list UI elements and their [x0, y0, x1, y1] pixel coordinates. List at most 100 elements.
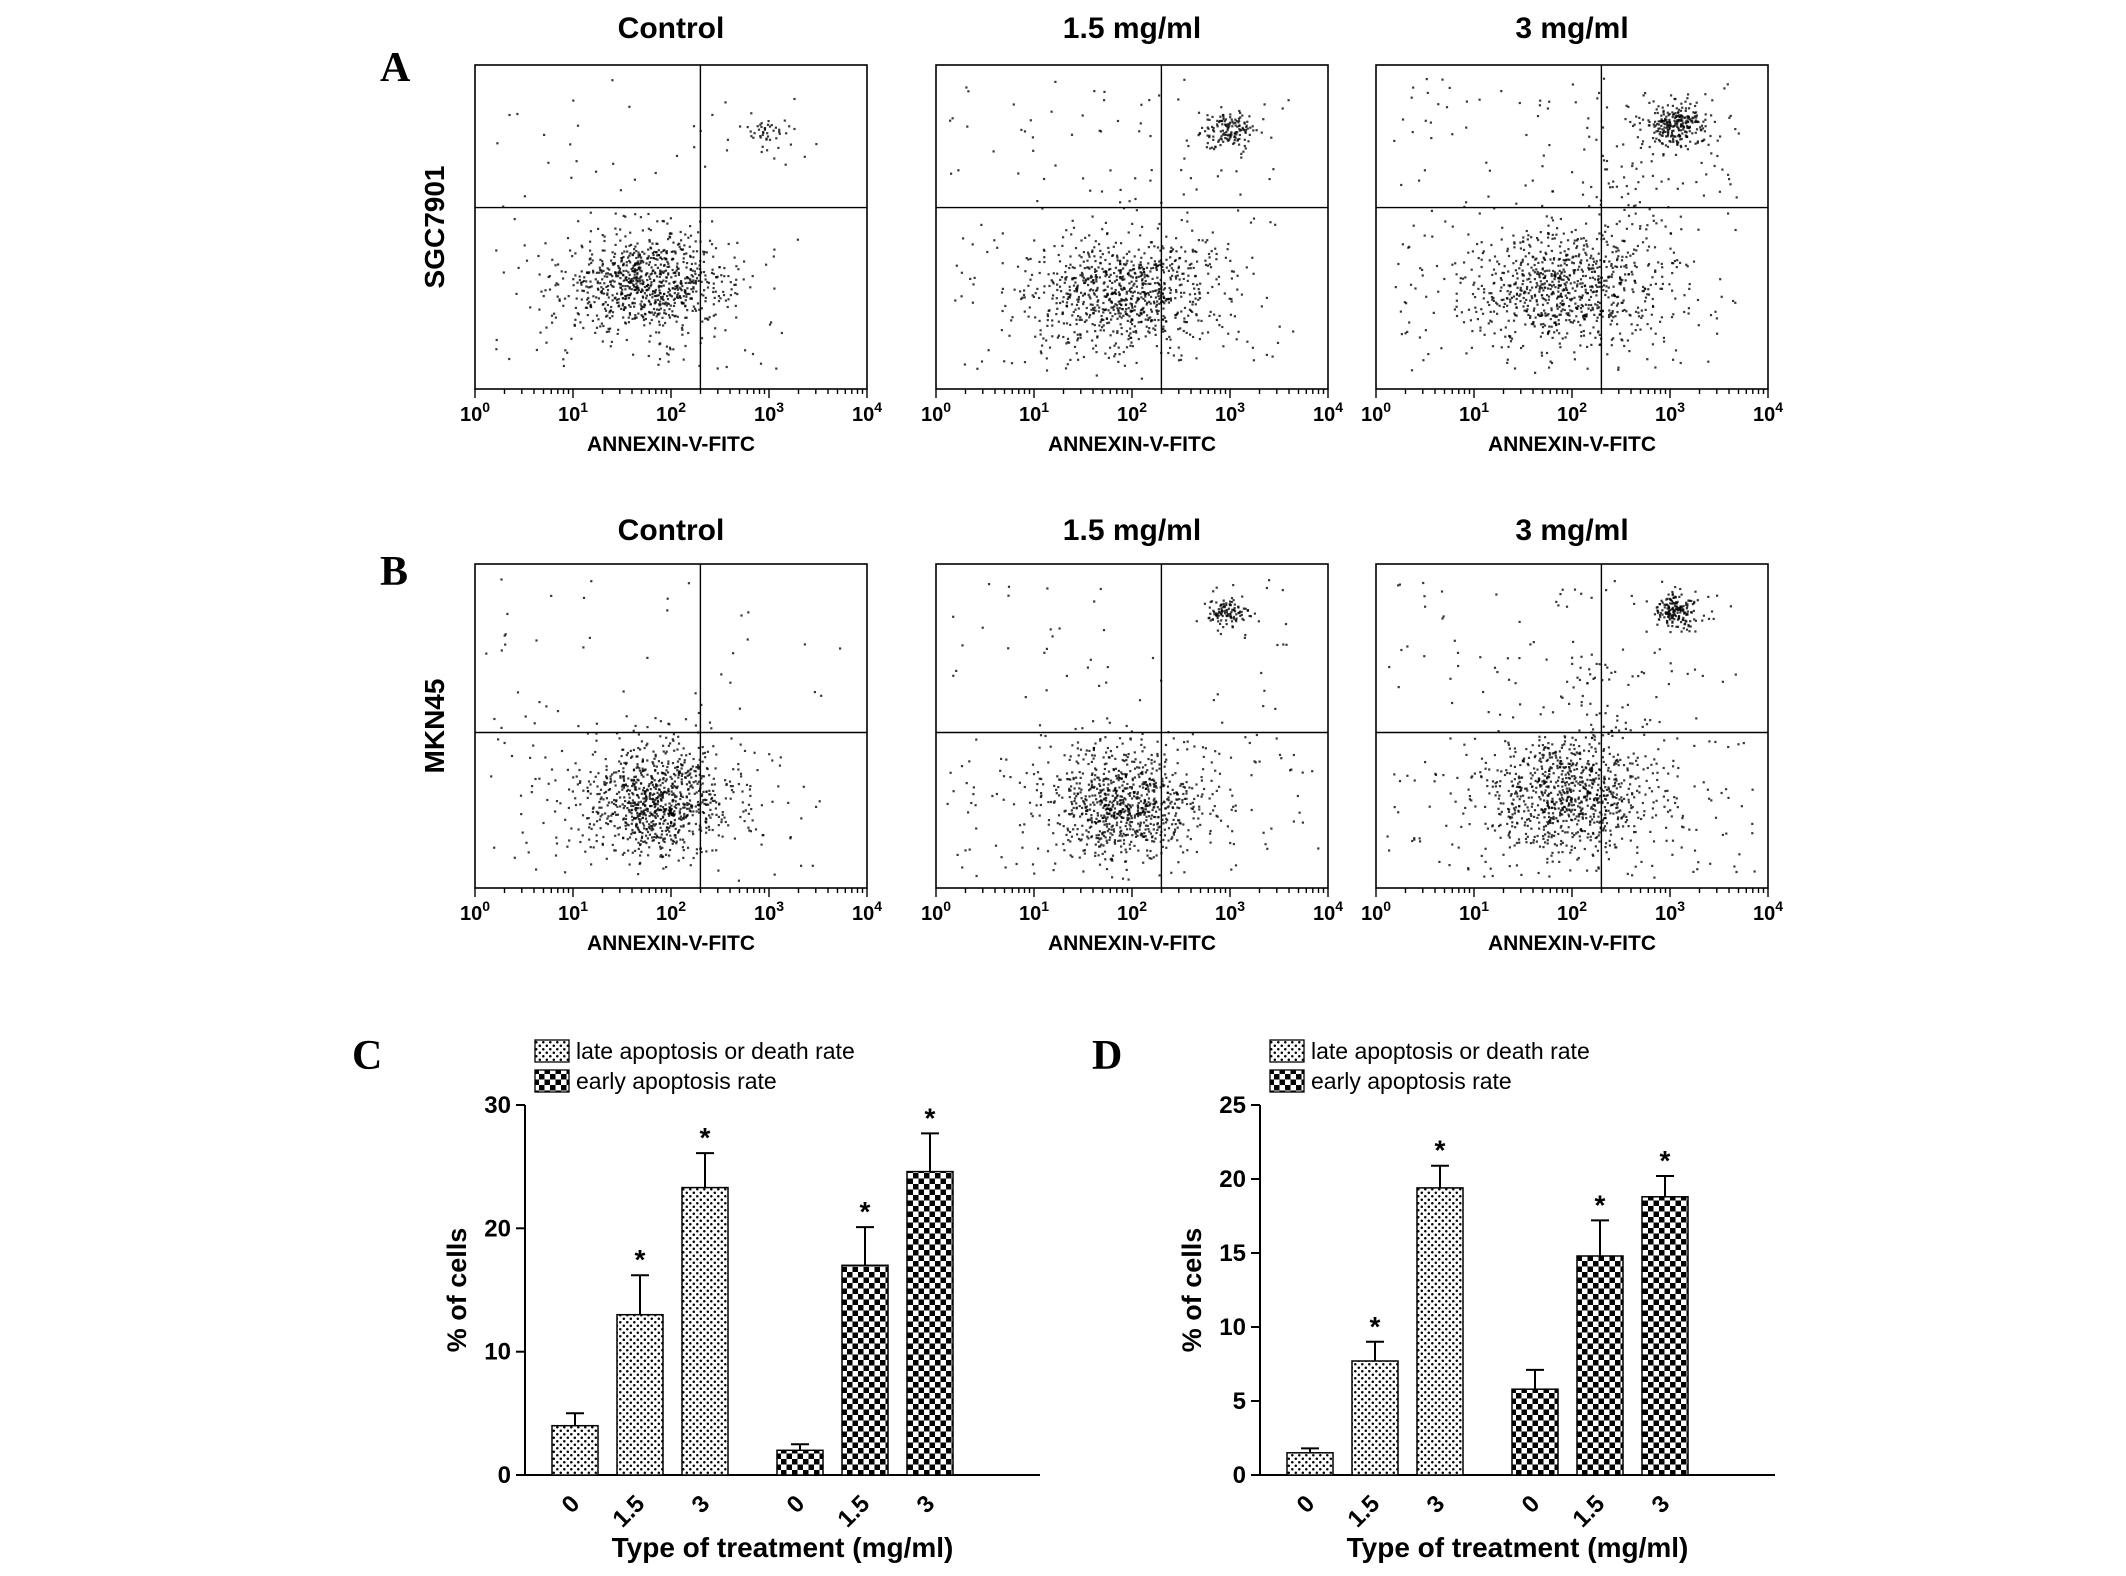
- bar: [681, 1186, 729, 1476]
- x-axis-label: ANNEXIN-V-FITC: [1488, 433, 1656, 456]
- bar-chart-mkn45: late apoptosis or death rate early apopto…: [1175, 1030, 1795, 1570]
- x-axis-label: ANNEXIN-V-FITC: [1048, 433, 1216, 456]
- plot-frame: [474, 64, 868, 390]
- flow-scatter-svg: 100 101 102 103 104 ANNEXIN-V-FITC: [921, 64, 1343, 456]
- y-tick-label: 0: [1233, 1462, 1246, 1489]
- bar-chart-sgc7901: late apoptosis or death rate early apopto…: [440, 1030, 1060, 1570]
- bar: [776, 1449, 824, 1476]
- bar: [1576, 1255, 1624, 1476]
- legend-label: early apoptosis rate: [1311, 1068, 1512, 1094]
- x-axis-label: Type of treatment (mg/ml): [1347, 1532, 1689, 1563]
- scatter-points: [485, 578, 842, 882]
- scatter-points: [949, 78, 1295, 380]
- plot-title-b-control: Control: [617, 514, 725, 547]
- x-tick-label: 102: [1117, 898, 1147, 925]
- legend-swatch: [534, 1069, 570, 1093]
- plot-frame: [1375, 563, 1769, 889]
- bar: [616, 1313, 664, 1476]
- x-axis-ticks: [474, 389, 868, 398]
- x-tick-label: 102: [656, 898, 686, 925]
- x-axis-label: ANNEXIN-V-FITC: [587, 932, 755, 955]
- bar: [1286, 1452, 1334, 1476]
- flow-scatter-svg: 100 101 102 103 104 ANNEXIN-V-FITC: [921, 563, 1343, 955]
- significance-marker: *: [860, 1196, 871, 1227]
- legend-swatch: [1269, 1069, 1305, 1093]
- x-tick-label: 103: [754, 399, 784, 426]
- x-tick-label: 3: [1647, 1490, 1676, 1519]
- legend-swatch: [1269, 1039, 1305, 1063]
- panel-label-b: B: [380, 549, 409, 595]
- y-axis-label: % of cells: [1177, 1228, 1207, 1353]
- plot-frame: [935, 563, 1329, 889]
- flow-plot-sgc7901-3mgml: 100 101 102 103 104 ANNEXIN-V-FITC: [1346, 60, 1786, 460]
- flow-scatter-svg: 100 101 102 103 104 ANNEXIN-V-FITC: [460, 563, 882, 955]
- x-tick-label: 104: [1753, 898, 1783, 925]
- x-tick-label: 101: [558, 898, 588, 925]
- y-tick-label: 30: [484, 1092, 511, 1119]
- x-tick-label: 103: [1215, 399, 1245, 426]
- plot-title-b-1_5: 1.5 mg/ml: [1062, 514, 1202, 547]
- x-tick-label: 0: [1517, 1490, 1546, 1519]
- significance-marker: *: [1660, 1145, 1671, 1176]
- bar: [841, 1264, 889, 1476]
- flow-scatter-svg: 100 101 102 103 104 ANNEXIN-V-FITC: [460, 64, 882, 456]
- x-tick-label: 102: [1557, 399, 1587, 426]
- x-tick-label: 103: [1655, 399, 1685, 426]
- legend-label: early apoptosis rate: [576, 1068, 777, 1094]
- x-tick-label: 100: [1361, 898, 1391, 925]
- x-tick-label: 101: [1019, 399, 1049, 426]
- flow-plot-sgc7901-control: 100 101 102 103 104 ANNEXIN-V-FITC: [445, 60, 885, 460]
- y-tick-label: 5: [1233, 1388, 1246, 1415]
- x-tick-label: 101: [1459, 399, 1489, 426]
- significance-marker: *: [1370, 1311, 1381, 1342]
- x-tick-label: 102: [1117, 399, 1147, 426]
- x-tick-label: 104: [1313, 399, 1343, 426]
- significance-marker: *: [1435, 1135, 1446, 1166]
- legend-label: late apoptosis or death rate: [1311, 1038, 1590, 1064]
- x-tick-label: 101: [1459, 898, 1489, 925]
- bar: [1641, 1196, 1689, 1476]
- significance-marker: *: [635, 1244, 646, 1275]
- y-tick-label: 20: [1219, 1166, 1246, 1193]
- bar: [1511, 1388, 1559, 1476]
- flow-plot-sgc7901-1_5mgml: 100 101 102 103 104 ANNEXIN-V-FITC: [906, 60, 1346, 460]
- y-tick-label: 20: [484, 1215, 511, 1242]
- flow-plot-mkn45-3mgml: 100 101 102 103 104 ANNEXIN-V-FITC: [1346, 559, 1786, 959]
- legend-label: late apoptosis or death rate: [576, 1038, 855, 1064]
- plot-title-b-3: 3 mg/ml: [1515, 514, 1629, 547]
- y-tick-label: 10: [1219, 1314, 1246, 1341]
- x-tick-label: 103: [1655, 898, 1685, 925]
- flow-plot-mkn45-control: 100 101 102 103 104 ANNEXIN-V-FITC: [445, 559, 885, 959]
- y-tick-label: 25: [1219, 1092, 1246, 1119]
- flow-scatter-svg: 100 101 102 103 104 ANNEXIN-V-FITC: [1361, 64, 1783, 456]
- flow-scatter-svg: 100 101 102 103 104 ANNEXIN-V-FITC: [1361, 563, 1783, 955]
- bar: [551, 1424, 599, 1476]
- x-tick-label: 104: [1753, 399, 1783, 426]
- bar: [1416, 1187, 1464, 1476]
- scatter-points: [946, 579, 1320, 881]
- x-axis-label: Type of treatment (mg/ml): [612, 1532, 954, 1563]
- x-axis-ticks: [935, 888, 1329, 897]
- x-axis-ticks: [935, 389, 1329, 398]
- significance-marker: *: [1595, 1189, 1606, 1220]
- x-axis-ticks: [474, 888, 868, 897]
- plot-title-a-3: 3 mg/ml: [1515, 12, 1629, 45]
- significance-marker: *: [925, 1102, 936, 1133]
- x-axis-label: ANNEXIN-V-FITC: [1488, 932, 1656, 955]
- plot-title-a-1_5: 1.5 mg/ml: [1062, 12, 1202, 45]
- x-tick-label: 104: [852, 898, 882, 925]
- x-tick-label: 3: [912, 1490, 941, 1519]
- y-tick-label: 0: [498, 1462, 511, 1489]
- x-axis-ticks: [1375, 389, 1769, 398]
- x-tick-label: 100: [921, 898, 951, 925]
- x-axis-ticks: [1375, 888, 1769, 897]
- x-tick-label: 1.5: [833, 1490, 876, 1533]
- plot-frame: [474, 563, 868, 889]
- x-tick-label: 1.5: [1343, 1490, 1386, 1533]
- panel-label-c: C: [352, 1033, 383, 1079]
- y-tick-label: 15: [1219, 1240, 1246, 1267]
- x-tick-label: 102: [656, 399, 686, 426]
- plot-title-a-control: Control: [617, 12, 725, 45]
- significance-marker: *: [700, 1122, 711, 1153]
